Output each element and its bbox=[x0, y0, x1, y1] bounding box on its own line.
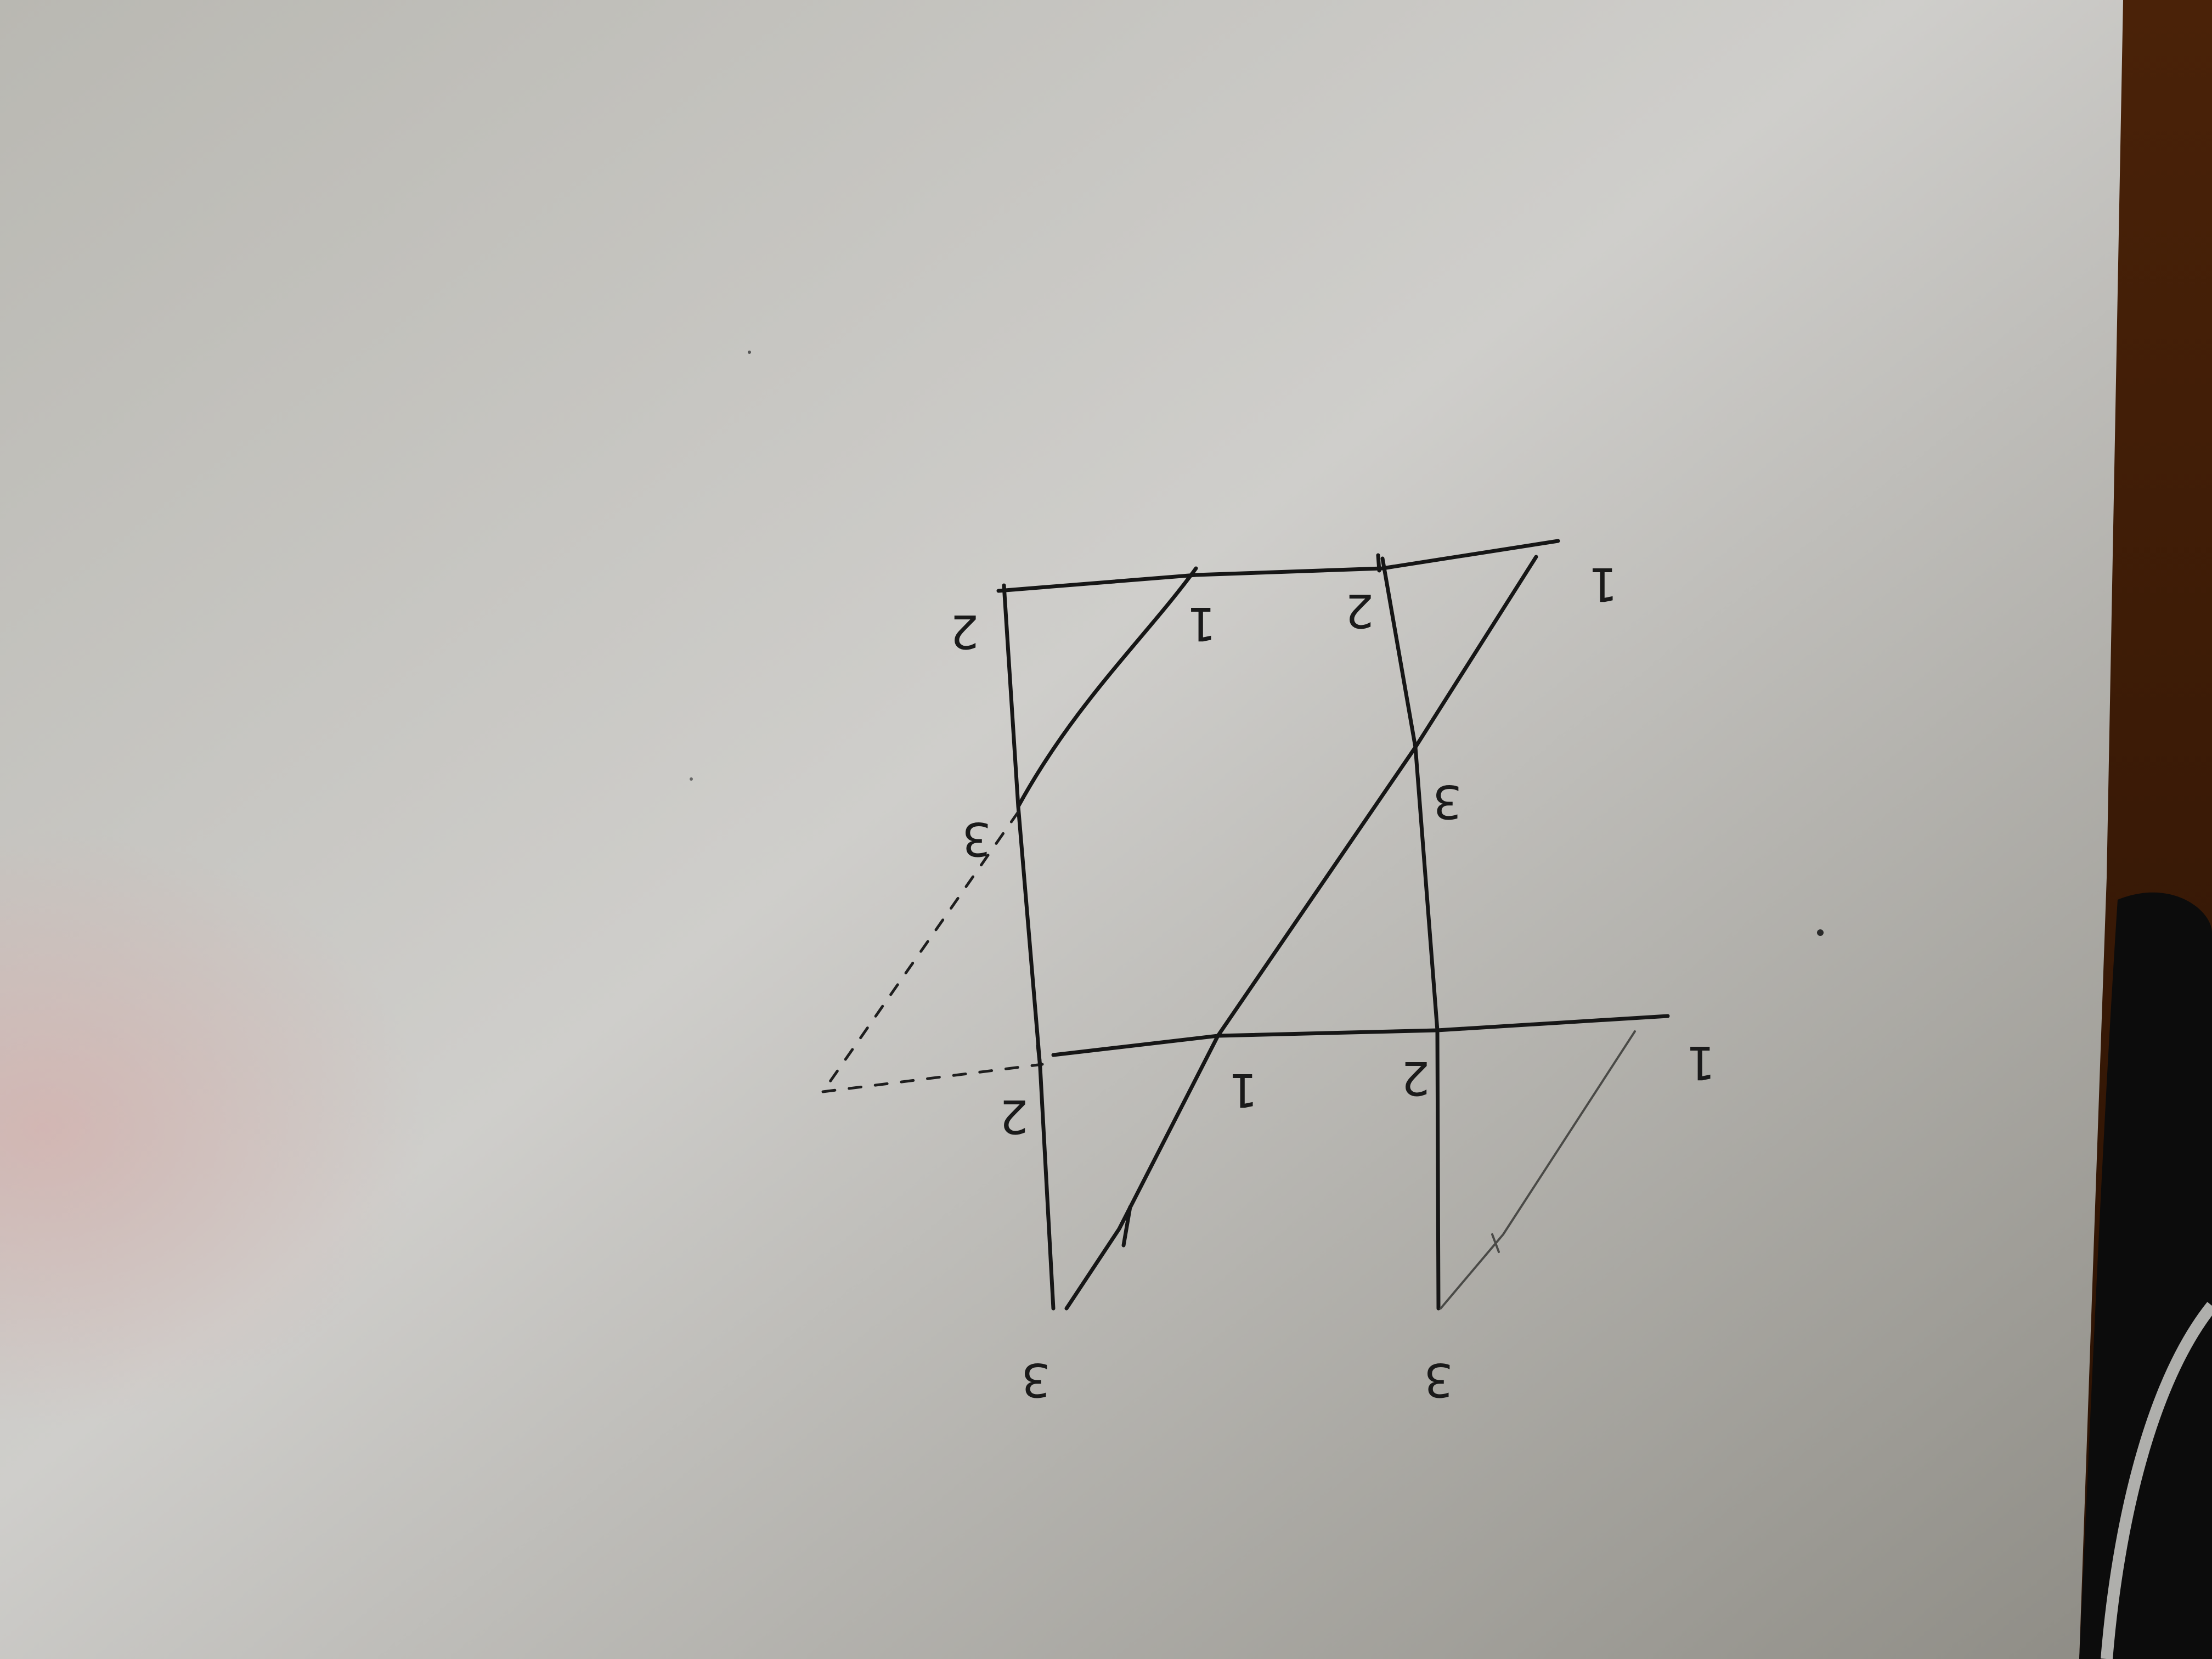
vertex-labels: 2 1 2 1 3 3 2 1 2 1 3 3 bbox=[950, 557, 1715, 1407]
label-mid-right: 3 bbox=[1432, 775, 1462, 828]
edge-top bbox=[996, 539, 1560, 593]
edge-faint-tick bbox=[1491, 1233, 1500, 1253]
edge-middle bbox=[1051, 1014, 1670, 1057]
paper-speck bbox=[1817, 929, 1824, 936]
edge-diagonal-long bbox=[1064, 555, 1538, 1311]
label-bottom-left: 3 bbox=[1021, 1353, 1050, 1407]
label-mid-left: 3 bbox=[962, 812, 991, 866]
junction-tick-top bbox=[1376, 553, 1381, 573]
edge-dashed-horizontal bbox=[821, 1063, 1044, 1093]
label-top-mid-right: 2 bbox=[1345, 584, 1374, 637]
paper-speck bbox=[690, 777, 693, 781]
label-lower-left: 2 bbox=[999, 1090, 1028, 1143]
paper-tint bbox=[0, 0, 2129, 1659]
edge-faint-diagonal bbox=[1440, 1030, 1636, 1310]
label-lower-mid-right: 2 bbox=[1401, 1051, 1430, 1105]
paper-speck bbox=[748, 351, 751, 354]
label-bottom-right: 3 bbox=[1424, 1353, 1453, 1407]
label-top-left: 2 bbox=[950, 605, 979, 658]
dark-object bbox=[2079, 892, 2212, 1659]
label-lower-mid-left: 1 bbox=[1228, 1063, 1257, 1117]
junction-tick-mid bbox=[1036, 1043, 1042, 1069]
label-lower-right: 1 bbox=[1686, 1036, 1715, 1090]
diagram bbox=[821, 539, 1670, 1311]
edge-left bbox=[1002, 583, 1056, 1311]
label-top-mid-left: 1 bbox=[1187, 597, 1216, 651]
cable-highlight bbox=[2101, 1302, 2212, 1659]
edge-diagonal-upper bbox=[1016, 566, 1198, 809]
label-top-right: 1 bbox=[1588, 557, 1617, 611]
edge-diagonal-tick bbox=[1121, 1205, 1132, 1248]
edge-right bbox=[1380, 556, 1441, 1311]
edge-dashed-diagonal bbox=[821, 810, 1020, 1093]
